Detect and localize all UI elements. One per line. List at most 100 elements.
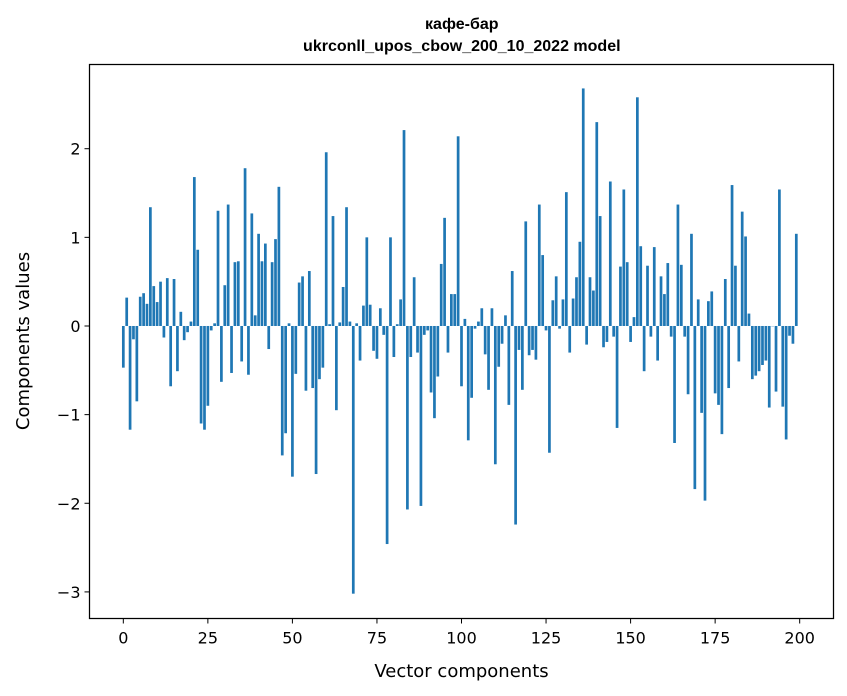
bar	[348, 321, 352, 326]
bar	[764, 325, 768, 361]
bar	[663, 294, 666, 326]
bar	[598, 216, 602, 326]
plot-area-frame	[88, 63, 835, 620]
bar	[639, 246, 643, 326]
bar	[767, 325, 771, 408]
bar	[125, 297, 129, 326]
bar	[588, 277, 592, 326]
bar	[436, 325, 440, 377]
bar	[666, 263, 670, 326]
y-tick-label: −3	[57, 583, 81, 602]
bar	[368, 304, 372, 326]
bar	[192, 177, 196, 326]
x-tick-label: 0	[118, 629, 128, 648]
bar	[575, 277, 578, 326]
bar	[754, 325, 758, 376]
x-tick-label: 50	[282, 629, 302, 648]
bar	[517, 325, 521, 350]
bar	[656, 325, 659, 361]
bar	[159, 281, 162, 326]
bar	[524, 221, 528, 326]
bar	[696, 299, 700, 326]
bar	[274, 239, 277, 326]
bar	[253, 315, 257, 326]
bar	[612, 325, 616, 337]
bar	[720, 325, 724, 435]
bar	[220, 325, 223, 382]
bar	[605, 325, 609, 342]
bar	[186, 325, 189, 333]
bar	[294, 325, 298, 374]
bar	[362, 305, 365, 326]
bar	[416, 325, 419, 353]
bar	[456, 136, 460, 326]
bar	[504, 315, 507, 326]
bar	[385, 325, 389, 545]
bar	[595, 122, 599, 326]
bar	[602, 325, 605, 348]
bar	[541, 255, 545, 326]
bar	[700, 325, 703, 413]
bar	[774, 325, 778, 392]
bar	[581, 88, 585, 326]
bar	[226, 204, 230, 326]
bar	[443, 217, 446, 326]
bar	[355, 323, 359, 326]
bar	[578, 241, 582, 326]
bar	[179, 311, 183, 326]
bar	[338, 322, 342, 326]
bar	[165, 278, 169, 326]
bar	[544, 325, 548, 331]
bar	[690, 233, 693, 326]
bar	[382, 325, 386, 335]
bar	[521, 325, 524, 390]
bar	[669, 325, 673, 337]
bar	[510, 271, 514, 326]
bar	[311, 325, 315, 389]
bar	[534, 325, 538, 360]
bar	[247, 325, 250, 375]
bar	[622, 189, 626, 326]
bar	[412, 277, 416, 326]
bar	[132, 325, 135, 340]
bar	[744, 236, 747, 326]
y-axis-label: Components values	[13, 252, 34, 430]
y-ticks-group: −3 −2 −1 0 1 2	[57, 140, 90, 602]
x-tick-label: 175	[700, 629, 731, 648]
bar	[267, 325, 271, 350]
bar	[514, 325, 517, 525]
bar	[162, 325, 166, 338]
bar	[683, 325, 687, 337]
bar	[446, 325, 450, 353]
bar	[527, 325, 531, 356]
bar	[788, 325, 791, 336]
bar	[477, 321, 480, 326]
bar	[172, 279, 176, 326]
bar	[135, 325, 139, 402]
x-tick-label: 75	[367, 629, 387, 648]
bar	[426, 325, 430, 331]
bar	[707, 301, 710, 326]
bar	[291, 325, 294, 477]
bar	[145, 303, 149, 326]
bar	[483, 325, 487, 355]
bar	[585, 325, 588, 345]
bar	[747, 313, 751, 326]
bar	[487, 325, 490, 390]
bar	[138, 296, 142, 326]
bar	[554, 276, 558, 326]
bar	[757, 325, 761, 372]
bar	[649, 325, 653, 337]
x-tick-label: 200	[784, 629, 815, 648]
bar	[314, 325, 318, 475]
bar	[750, 325, 754, 380]
bar	[551, 300, 555, 326]
x-tick-label: 25	[198, 629, 218, 648]
bar	[717, 325, 720, 405]
bar	[351, 325, 355, 594]
bar	[500, 325, 504, 344]
bar	[257, 233, 260, 326]
bar	[331, 216, 335, 326]
